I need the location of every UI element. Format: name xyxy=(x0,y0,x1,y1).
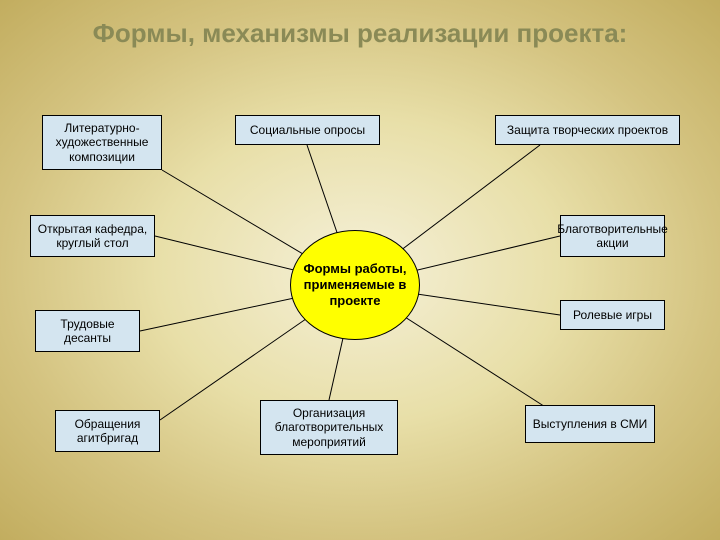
diagram-node: Трудовые десанты xyxy=(35,310,140,352)
diagram-node: Социальные опросы xyxy=(235,115,380,145)
diagram-node: Литературно-художественные композиции xyxy=(42,115,162,170)
diagram-node: Открытая кафедра, круглый стол xyxy=(30,215,155,257)
diagram-node: Ролевые игры xyxy=(560,300,665,330)
diagram-node: Выступления в СМИ xyxy=(525,405,655,443)
diagram-node: Организация благотворительных мероприяти… xyxy=(260,400,398,455)
diagram-node: Обращения агитбригад xyxy=(55,410,160,452)
center-node: Формы работы, применяемые в проекте xyxy=(290,230,420,340)
diagram-node: Благотворительные акции xyxy=(560,215,665,257)
page-title: Формы, механизмы реализации проекта: xyxy=(0,0,720,49)
diagram-node: Защита творческих проектов xyxy=(495,115,680,145)
